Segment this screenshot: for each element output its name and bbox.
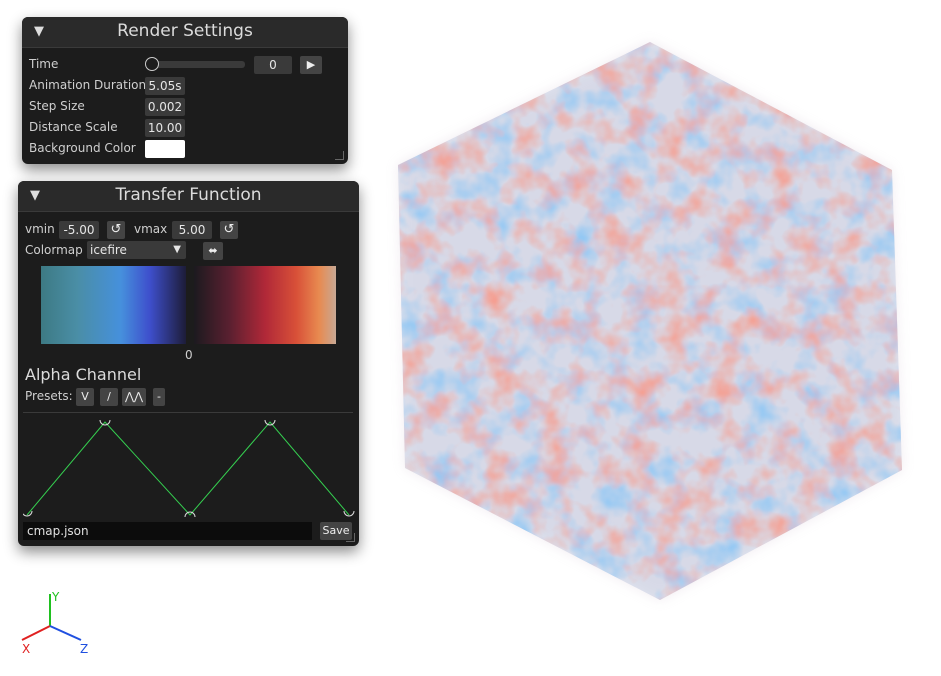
filename-input[interactable]: [23, 522, 312, 540]
z-axis-label: Z: [80, 642, 89, 656]
colormap-value: icefire: [90, 243, 127, 257]
transfer-function-header[interactable]: ▼ Transfer Function: [18, 181, 359, 212]
vmax-reset-button[interactable]: ↺: [220, 221, 238, 239]
alpha-control-point[interactable]: [23, 510, 33, 517]
alpha-channel-title: Alpha Channel: [25, 365, 142, 384]
background-color-swatch[interactable]: [145, 140, 185, 158]
colorbar-negative: [41, 266, 186, 344]
swap-arrows-icon: ⬌: [208, 244, 218, 257]
alpha-control-point[interactable]: [184, 511, 196, 518]
alpha-editor-divider: [23, 412, 353, 413]
vmin-label: vmin: [25, 222, 55, 236]
colorbar-center-label: 0: [185, 348, 193, 362]
alpha-control-point[interactable]: [264, 419, 276, 426]
step-size-field[interactable]: 0.002: [145, 98, 185, 116]
vmin-reset-button[interactable]: ↺: [107, 221, 125, 239]
x-axis-label: X: [22, 642, 31, 656]
panel-title: Transfer Function: [115, 185, 262, 205]
preset-flat-button[interactable]: -: [153, 388, 165, 406]
play-icon: ▶: [306, 58, 316, 71]
chevron-down-icon: ▼: [173, 244, 181, 255]
time-value[interactable]: 0: [254, 56, 292, 74]
reverse-colormap-button[interactable]: ⬌: [203, 242, 223, 260]
resize-handle-icon[interactable]: [335, 151, 344, 160]
preset-ramp-button[interactable]: /: [100, 388, 118, 406]
render-settings-panel: ▼ Render Settings Time 0 ▶ Animation Dur…: [22, 17, 348, 164]
time-label: Time: [29, 57, 59, 71]
colormap-label: Colormap: [25, 243, 83, 257]
collapse-caret-icon[interactable]: ▼: [30, 188, 40, 203]
vmax-label: vmax: [134, 222, 168, 236]
preset-double-peak-button[interactable]: ⋀⋀: [122, 388, 146, 406]
distance-scale-label: Distance Scale: [29, 120, 118, 134]
animation-duration-label: Animation Duration: [29, 78, 147, 92]
filename-value: cmap.json: [27, 524, 89, 538]
y-axis-label: Y: [52, 590, 60, 604]
reset-icon: ↺: [223, 222, 235, 237]
background-color-label: Background Color: [29, 141, 136, 155]
alpha-curve: [26, 421, 350, 516]
distance-scale-field[interactable]: 10.00: [145, 119, 185, 137]
vmin-field[interactable]: -5.00: [59, 221, 99, 239]
x-axis-line: [21, 625, 51, 641]
alpha-control-point[interactable]: [99, 419, 111, 426]
time-slider[interactable]: [148, 61, 245, 68]
play-button[interactable]: ▶: [300, 56, 322, 74]
preset-v-button[interactable]: V: [76, 388, 94, 406]
time-slider-handle[interactable]: [145, 57, 159, 71]
alpha-channel-editor[interactable]: [23, 415, 355, 521]
panel-title: Render Settings: [117, 21, 253, 41]
step-size-label: Step Size: [29, 99, 85, 113]
animation-duration-field[interactable]: 5.05s: [145, 77, 185, 95]
z-axis-line: [49, 625, 82, 641]
alpha-control-point[interactable]: [343, 510, 355, 517]
save-button[interactable]: Save: [320, 522, 352, 540]
transfer-function-panel: ▼ Transfer Function vmin -5.00 ↺ vmax 5.…: [18, 181, 359, 546]
colorbar-positive: [194, 266, 336, 344]
render-settings-header[interactable]: ▼ Render Settings: [22, 17, 348, 48]
reset-icon: ↺: [110, 222, 122, 237]
resize-handle-icon[interactable]: [346, 533, 355, 542]
colormap-select[interactable]: icefire ▼: [87, 241, 186, 259]
collapse-caret-icon[interactable]: ▼: [34, 24, 44, 39]
axes-gizmo: [21, 594, 82, 641]
vmax-field[interactable]: 5.00: [172, 221, 212, 239]
presets-label: Presets:: [25, 389, 73, 403]
